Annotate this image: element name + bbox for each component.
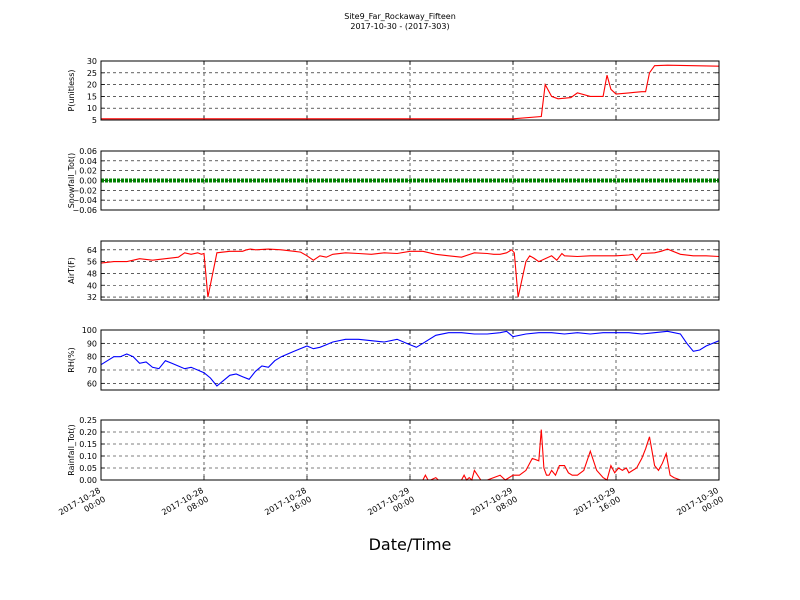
- y-tick-label: 32: [87, 293, 97, 302]
- y-tick-label: 0.05: [79, 464, 97, 473]
- y-tick-label: 100: [82, 326, 97, 335]
- y-tick-label: 25: [87, 69, 97, 78]
- series-line: [101, 64, 720, 120]
- y-tick-label: 48: [87, 269, 97, 278]
- chart-title: Site9_Far_Rockaway_Fifteen: [344, 12, 456, 21]
- y-axis-label: Snowfall_Tot(): [67, 153, 76, 209]
- y-tick-label: −0.04: [72, 196, 97, 205]
- y-axis-label: Rainfall_Tot(): [67, 424, 76, 476]
- y-tick-label: 90: [87, 339, 97, 348]
- y-tick-label: 0.02: [79, 167, 97, 176]
- x-tick-label: 2017-10-2808:00: [160, 486, 210, 526]
- y-tick-label: 0.06: [79, 147, 97, 156]
- y-tick-label: 20: [87, 81, 97, 90]
- y-tick-label: 15: [87, 92, 97, 101]
- y-tick-label: 70: [87, 366, 97, 375]
- y-tick-label: −0.06: [72, 206, 97, 215]
- series-line: [101, 429, 719, 482]
- axes-frame: [100, 240, 720, 301]
- y-tick-label: 40: [87, 281, 97, 290]
- x-axis-label: Date/Time: [369, 535, 452, 554]
- y-tick-label: 80: [87, 353, 97, 362]
- y-axis-label: P(unitless): [67, 69, 76, 111]
- axes-frame: [100, 329, 720, 391]
- y-tick-label: 0.00: [79, 476, 97, 485]
- axes-frame: [100, 419, 720, 481]
- y-axis-label: RH(%): [67, 347, 76, 372]
- x-tick-label: 2017-10-2816:00: [263, 486, 313, 526]
- y-tick-label: −0.02: [72, 186, 97, 195]
- series-line: [100, 248, 720, 298]
- y-tick-label: 64: [87, 246, 97, 255]
- axes-frame: [100, 150, 720, 211]
- x-tick-label: 2017-10-2900:00: [366, 486, 416, 526]
- y-tick-label: 0.10: [79, 452, 97, 461]
- y-tick-label: 0.15: [79, 440, 97, 449]
- y-tick-label: 56: [87, 258, 97, 267]
- x-tick-label: 2017-10-2916:00: [572, 486, 622, 526]
- y-tick-label: 0.20: [79, 428, 97, 437]
- y-tick-label: 10: [87, 104, 97, 113]
- y-tick-label: 60: [87, 379, 97, 388]
- y-tick-label: 0.25: [79, 416, 97, 425]
- y-tick-label: 5: [92, 116, 97, 125]
- y-tick-label: 30: [87, 57, 97, 66]
- y-axis-label: AirT(F): [67, 257, 76, 284]
- x-tick-label: 2017-10-2800:00: [57, 486, 107, 526]
- x-tick-label: 2017-10-3000:00: [675, 486, 725, 526]
- series-line: [100, 330, 720, 387]
- chart-subtitle: 2017-10-30 - (2017-303): [350, 22, 450, 31]
- y-tick-label: 0.00: [79, 177, 97, 186]
- x-tick-label: 2017-10-2908:00: [469, 486, 519, 526]
- y-tick-label: 0.04: [79, 157, 97, 166]
- axes-frame: [100, 60, 720, 121]
